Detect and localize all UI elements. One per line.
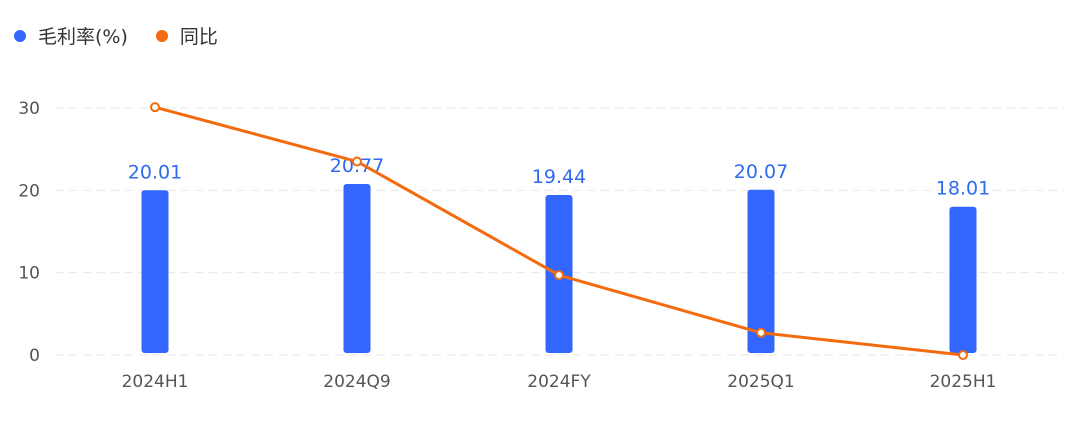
bar-data-label: 18.01 — [936, 178, 990, 200]
x-tick-label: 2025H1 — [930, 372, 997, 392]
legend: 毛利率(%) 同比 — [14, 22, 246, 49]
bar-data-label: 19.44 — [532, 166, 586, 188]
line-point[interactable] — [554, 270, 564, 281]
legend-dot-bar-icon — [14, 29, 26, 42]
legend-label-bar: 毛利率(%) — [38, 26, 128, 48]
bar[interactable] — [141, 190, 169, 353]
x-tick-label: 2024FY — [527, 372, 591, 392]
bar-data-label: 20.01 — [128, 161, 182, 183]
line-series — [150, 102, 968, 360]
legend-item-bar[interactable]: 毛利率(%) — [14, 22, 128, 49]
bar-data-label: 20.07 — [734, 161, 788, 183]
grid-lines — [55, 107, 1065, 356]
y-tick-label: 0 — [29, 346, 40, 366]
y-axis-ticks: 0 10 20 30 — [18, 99, 40, 366]
legend-item-line[interactable]: 同比 — [155, 22, 218, 49]
line-point[interactable] — [352, 156, 362, 167]
legend-label-line: 同比 — [179, 26, 218, 48]
bar-series — [141, 183, 977, 353]
legend-dot-line-icon — [155, 29, 168, 42]
bar[interactable] — [747, 189, 775, 353]
bar[interactable] — [343, 183, 371, 353]
y-tick-label: 10 — [18, 264, 40, 284]
y-tick-label: 30 — [18, 99, 40, 119]
line-point[interactable] — [150, 102, 160, 113]
x-axis-ticks: 2024H1 2024Q9 2024FY 2025Q1 2025H1 — [122, 372, 997, 392]
x-tick-label: 2025Q1 — [727, 372, 794, 392]
line-point[interactable] — [756, 327, 766, 338]
x-tick-label: 2024H1 — [122, 372, 189, 392]
line-point[interactable] — [958, 350, 968, 360]
bar[interactable] — [949, 206, 977, 353]
y-tick-label: 20 — [18, 181, 40, 201]
x-tick-label: 2024Q9 — [323, 372, 390, 392]
